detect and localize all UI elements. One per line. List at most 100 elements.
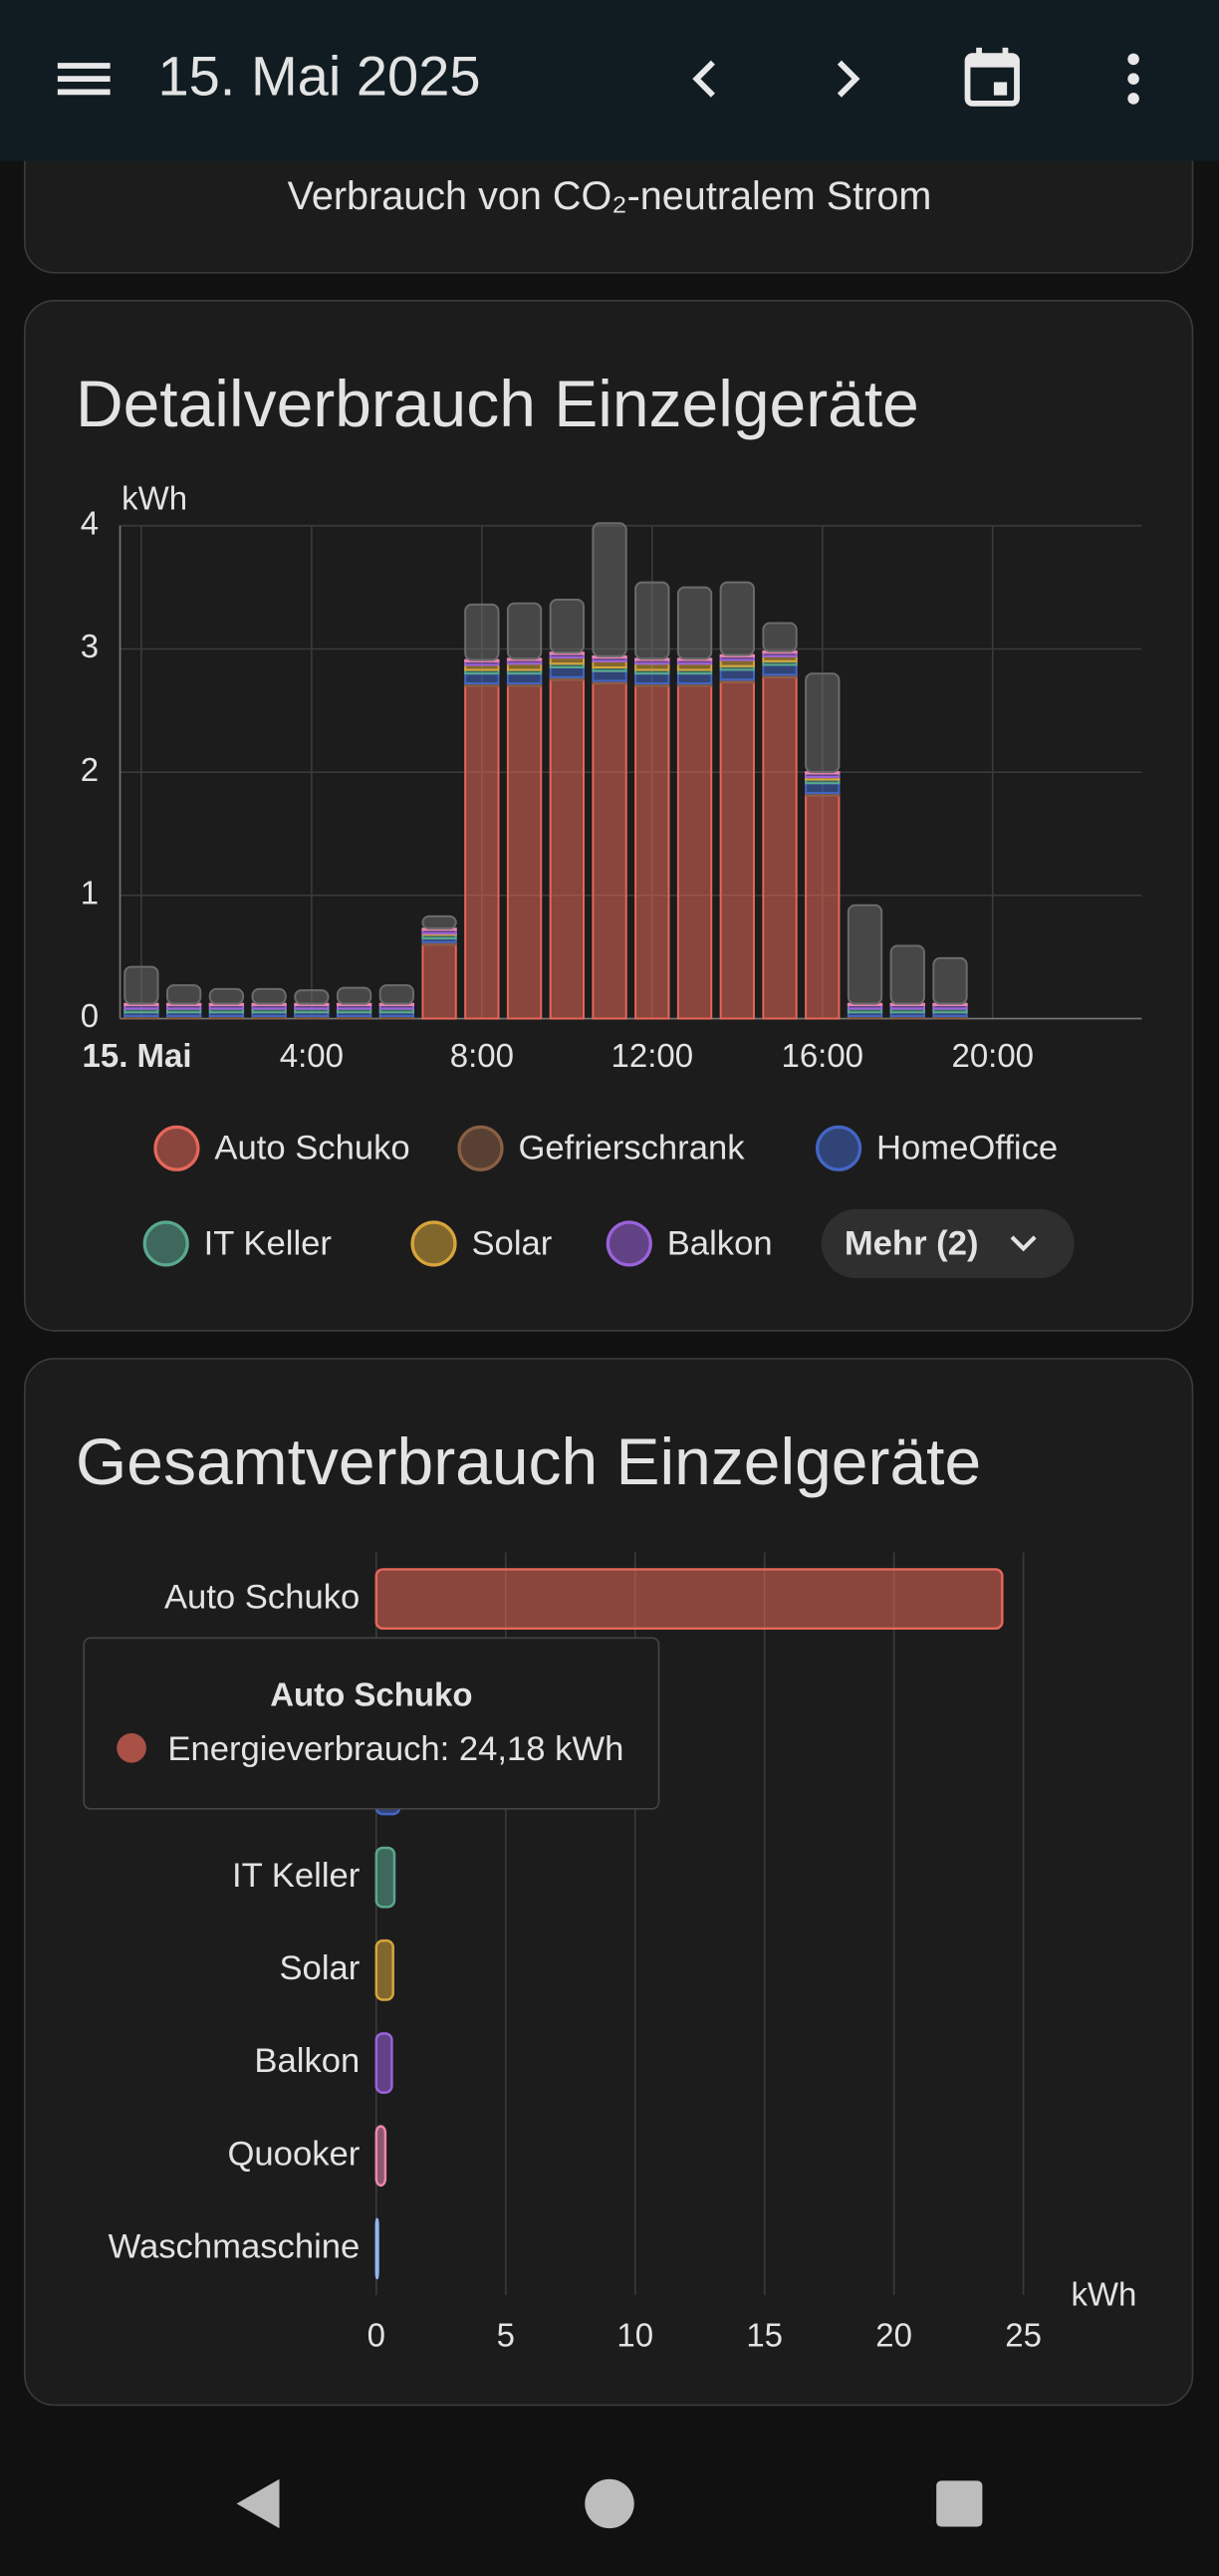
bar-segment [676, 672, 713, 685]
legend-swatch [606, 1220, 652, 1267]
bar-segment [165, 984, 202, 1005]
legend-more-button[interactable] [821, 1208, 1075, 1279]
bar-segment [549, 598, 585, 654]
y-tick-label: IT Keller [232, 1857, 360, 1895]
stacked-chart: 0 1 2 3 4 15. Mai 4:00 8:00 12:00 16:00 20:00 Auto … [81, 504, 1142, 1279]
y-tick-label: Waschmaschine [109, 2228, 361, 2266]
prev-button[interactable] [692, 60, 715, 98]
calendar-button[interactable] [964, 47, 1020, 107]
chevron [1010, 1235, 1037, 1252]
bar-segment [719, 668, 755, 681]
tooltip-swatch [117, 1732, 146, 1763]
overflow-menu[interactable] [1127, 53, 1139, 105]
y-tick-label: Quooker [228, 2135, 361, 2173]
bar-segment [676, 684, 713, 1020]
recents-button[interactable] [936, 2480, 983, 2527]
x-tick-label: 8:00 [450, 1037, 514, 1074]
bar-segment [294, 989, 330, 1005]
tooltip [83, 1637, 660, 1810]
legend-label: Solar [471, 1224, 552, 1262]
bar-segment [634, 672, 670, 685]
y-tick-label: 3 [81, 628, 99, 664]
y-tick-label: Solar [279, 1949, 360, 1987]
legend-swatch [815, 1125, 862, 1171]
x-tick-label: 12:00 [611, 1037, 694, 1074]
bar-segment [464, 684, 500, 1020]
card-title: Gesamtverbrauch Einzelgeräte [76, 1424, 981, 1498]
bar-segment [762, 663, 798, 676]
bar-segment [634, 684, 670, 1020]
tooltip-text: Energieverbrauch: 24,18 kWh [167, 1730, 623, 1768]
bar-segment [592, 682, 627, 1020]
x-tick-label: 4:00 [280, 1037, 344, 1074]
bar-segment [592, 669, 627, 682]
legend-swatch [457, 1125, 504, 1171]
bar-segment [805, 672, 841, 774]
bar-segment [805, 794, 841, 1020]
bar [374, 2217, 379, 2280]
card-text: Verbrauch von CO₂-neutralem Strom [288, 174, 932, 218]
bar-segment [506, 672, 543, 685]
x-tick-label: 5 [497, 2317, 515, 2354]
bar [374, 1846, 396, 1909]
bar-segment [421, 943, 457, 1020]
y-tick-label: Auto Schuko [164, 1578, 360, 1616]
bar-segment [549, 678, 585, 1020]
x-tick-label: 0 [367, 2317, 385, 2354]
bar-segment [464, 603, 500, 661]
bar-segment [251, 987, 287, 1005]
home-button[interactable] [585, 2478, 634, 2529]
bar-segment [719, 680, 755, 1020]
legend-label: HomeOffice [876, 1130, 1058, 1167]
bar-segment [336, 986, 372, 1005]
x-tick-label: 10 [616, 2317, 653, 2354]
y-tick-label: 4 [81, 504, 99, 541]
bar-segment [506, 602, 543, 660]
y-axis-label: kWh [122, 480, 187, 517]
bar-segment [208, 987, 245, 1005]
card-title: Detailverbrauch Einzelgeräte [76, 367, 919, 440]
y-tick-label: 0 [81, 997, 99, 1034]
legend-swatch [142, 1220, 189, 1267]
legend-label: Balkon [667, 1224, 773, 1262]
bar-segment [421, 914, 457, 930]
legend-label: Gefrierschrank [518, 1130, 745, 1167]
back-button[interactable] [236, 2478, 280, 2529]
bar-segment [719, 581, 755, 656]
bar-segment [592, 522, 627, 657]
x-axis-label: kWh [1071, 2275, 1136, 2312]
y-tick-label: Balkon [254, 2042, 360, 2080]
x-tick-label: 20:00 [951, 1037, 1034, 1074]
legend-label: IT Keller [204, 1224, 332, 1262]
x-tick-label: 16:00 [782, 1037, 864, 1074]
y-tick-label: 1 [81, 875, 99, 911]
bar [374, 2032, 393, 2094]
menu-icon[interactable] [57, 63, 111, 96]
bar-segment [676, 586, 713, 660]
tooltip-title: Auto Schuko [270, 1675, 472, 1712]
bar [374, 1938, 394, 2001]
x-tick-label: 25 [1005, 2317, 1042, 2354]
bar-segment [634, 581, 670, 660]
x-tick-label: 20 [875, 2317, 912, 2354]
legend-more-label: Mehr (2) [845, 1224, 979, 1262]
bar [374, 2125, 387, 2188]
next-button[interactable] [837, 60, 860, 98]
y-tick-label: 2 [81, 751, 99, 788]
bar [374, 1568, 1004, 1631]
legend-label: Auto Schuko [214, 1130, 409, 1167]
legend-swatch [153, 1125, 200, 1171]
bar-segment [805, 782, 841, 795]
bar-segment [847, 903, 883, 1005]
bar-segment [762, 622, 798, 652]
bar-segment [464, 672, 500, 685]
x-tick-label: 15. Mai [83, 1037, 192, 1074]
bar-segment [378, 984, 415, 1005]
legend-swatch [410, 1220, 457, 1267]
bar-segment [506, 684, 543, 1020]
bar-segment [549, 666, 585, 678]
bar-segment [932, 956, 968, 1005]
bar-segment [123, 965, 159, 1005]
bar-segment [762, 675, 798, 1020]
